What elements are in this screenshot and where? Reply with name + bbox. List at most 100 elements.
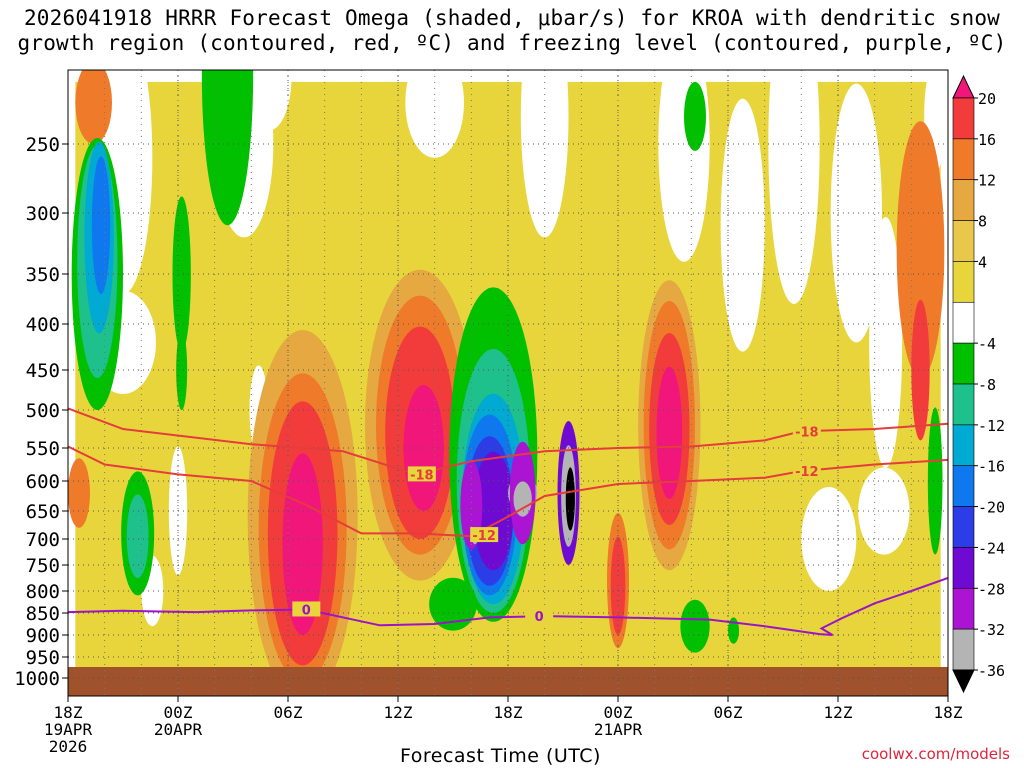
colorbar-segment: [952, 97, 975, 140]
dendritic-minus-18-label-bg: [407, 466, 436, 482]
x-tick-label: 20APR: [154, 720, 203, 739]
x-tick-label: 12Z: [384, 703, 413, 722]
y-tick-label: 600: [26, 471, 60, 493]
dendritic-minus-18-label: -18: [410, 468, 434, 483]
omega-neutral-area: [520, 70, 569, 238]
omega-field: [91, 156, 111, 294]
ground-fill: [68, 667, 948, 696]
x-tick-label: 18Z: [934, 703, 963, 722]
y-tick-label: 300: [26, 203, 60, 225]
omega-field: [728, 617, 739, 644]
colorbar-bottom-arrow: [952, 669, 975, 694]
colorbar-segment: [952, 301, 975, 344]
colorbar-label: -8: [978, 376, 996, 394]
credit-text: coolwx.com/models: [861, 745, 1010, 763]
omega-field: [680, 599, 710, 653]
ground-surface: [68, 667, 948, 696]
y-tick-label: 550: [26, 438, 60, 460]
x-tick-label: 2026: [49, 737, 88, 756]
temperature-contours: -18 -18 -12 -12 0 0: [68, 407, 948, 636]
colorbar-segment: [952, 342, 975, 385]
colorbar-label: -12: [978, 417, 1005, 435]
x-tick-label: 00Z: [604, 703, 633, 722]
omega-neutral-area: [405, 70, 464, 158]
y-tick-label: 400: [26, 314, 60, 336]
colorbar-segment: [952, 424, 975, 467]
omega-field: [172, 196, 191, 352]
colorbar-segment: [952, 138, 975, 181]
colorbar-segment: [952, 547, 975, 589]
dendritic-minus-12-label-bg: [470, 527, 499, 543]
omega-neutral-area: [768, 70, 820, 304]
freezing-level-0-label: 0: [535, 610, 544, 625]
y-tick-label: 800: [26, 581, 60, 603]
omega-field: [75, 70, 112, 144]
x-tick-label: 06Z: [274, 703, 303, 722]
dendritic-minus-18-label: -18: [795, 425, 819, 440]
colorbar-segment: [952, 628, 975, 671]
colorbar-segment: [952, 465, 975, 507]
colorbar-label: -4: [978, 335, 996, 353]
y-tick-label: 850: [26, 603, 60, 625]
colorbar-segment: [952, 506, 975, 548]
colorbar-segment: [952, 587, 975, 630]
y-tick-label: 250: [26, 134, 60, 156]
dendritic-minus-18-label-bg: [792, 423, 821, 439]
axes: 2503003504004505005506006507007508008509…: [14, 134, 963, 756]
omega-field: [513, 481, 532, 517]
omega-field: [896, 121, 945, 378]
omega-field: [911, 299, 930, 441]
colorbar-segment: [952, 220, 975, 262]
omega-field: [429, 577, 477, 631]
omega-neutral-area: [247, 70, 292, 131]
chart-title: 2026041918 HRRR Forecast Omega (shaded, …: [0, 6, 1024, 56]
x-tick-label: 18Z: [494, 703, 523, 722]
y-tick-label: 350: [26, 264, 60, 286]
colorbar-label: 8: [978, 213, 987, 231]
colorbar-segment: [952, 179, 975, 221]
omega-field: [656, 366, 683, 499]
omega-field: [684, 81, 706, 151]
x-axis-label: Forecast Time (UTC): [400, 745, 601, 767]
omega-neutral-area: [869, 217, 903, 468]
colorbar-label: 12: [978, 172, 996, 190]
y-tick-label: 750: [26, 555, 60, 577]
colorbar-label: -28: [978, 580, 1005, 598]
title-line-1: 2026041918 HRRR Forecast Omega (shaded, …: [23, 6, 1001, 30]
colorbar-label: 16: [978, 131, 996, 149]
y-tick-label: 450: [26, 360, 60, 382]
dendritic-minus-12-label: -12: [472, 529, 496, 544]
omega-field: [201, 70, 254, 226]
colorbar-label: 20: [978, 90, 996, 108]
omega-field: [68, 458, 90, 528]
omega-field: [927, 407, 943, 555]
omega-field: [565, 467, 575, 531]
omega-neutral-area: [658, 70, 710, 262]
x-tick-label: 00Z: [164, 703, 193, 722]
dendritic-minus-12-label: -12: [795, 465, 819, 480]
y-tick-label: 900: [26, 625, 60, 647]
x-tick-label: 06Z: [714, 703, 743, 722]
colorbar-label: -20: [978, 499, 1005, 517]
omega-field: [176, 330, 188, 410]
colorbar: 20 16 12 8 4 -4 -8 -12 -16 -20 -24 -28 -32 -36: [952, 74, 1005, 694]
colorbar-label: -32: [978, 621, 1005, 639]
omega-field: [126, 494, 149, 578]
colorbar-label: -36: [978, 662, 1005, 680]
colorbar-segment: [952, 261, 975, 303]
colorbar-top-arrow: [952, 74, 975, 99]
x-tick-label: 18Z: [54, 703, 83, 722]
dendritic-minus-12-label-bg: [792, 463, 821, 479]
y-tick-label: 1000: [14, 668, 60, 690]
gridlines: [67, 70, 949, 696]
x-tick-label: 12Z: [824, 703, 853, 722]
colorbar-segment: [952, 383, 975, 426]
colorbar-label: -16: [978, 458, 1005, 476]
x-tick-label: 19APR: [44, 720, 93, 739]
omega-shading: [68, 70, 947, 696]
omega-neutral-area: [830, 83, 882, 343]
y-tick-label: 950: [26, 647, 60, 669]
colorbar-label: -24: [978, 539, 1005, 557]
colorbar-label: 4: [978, 253, 987, 271]
